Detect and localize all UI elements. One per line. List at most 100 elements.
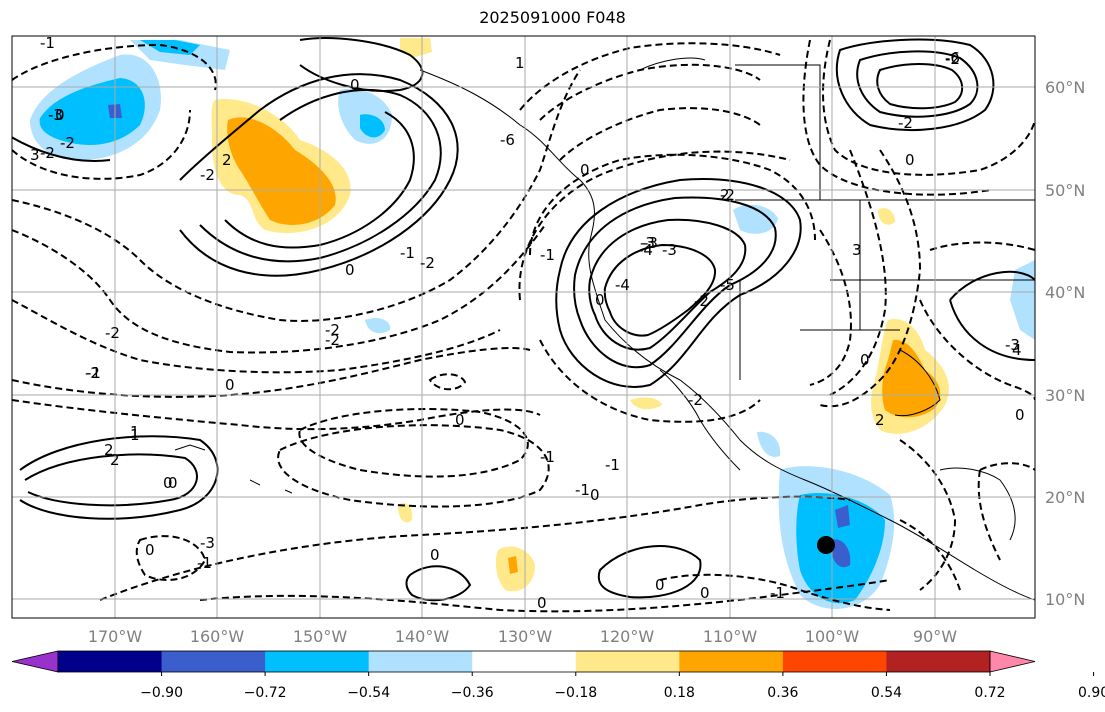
storm-center-marker — [817, 536, 835, 554]
longitude-labels: 170°W 160°W 150°W 140°W 130°W 120°W 110°… — [88, 627, 957, 646]
map-title: 2025091000 F048 — [479, 8, 626, 27]
contour-label: -2 — [898, 114, 913, 132]
negative-contours — [12, 39, 1035, 613]
lat-label: 10°N — [1045, 590, 1085, 609]
lon-label: 90°W — [913, 627, 957, 646]
contour-label: -4 — [638, 241, 653, 259]
contour-label: 0 — [430, 546, 440, 564]
colorbar-border — [57, 650, 991, 673]
contour-label: -1 — [540, 246, 555, 264]
contour-label: -2 — [325, 331, 340, 349]
shaded-anomaly-fields — [30, 38, 1035, 609]
colorbar-segment — [782, 651, 887, 672]
lon-label: 140°W — [395, 627, 450, 646]
contour-label: -2 — [40, 144, 55, 162]
contour-label: 1 — [130, 423, 140, 441]
contour-label: -2 — [60, 134, 75, 152]
lon-label: 120°W — [600, 627, 655, 646]
colorbar-segment — [161, 651, 266, 672]
colorbar-tick-label: 0.18 — [664, 685, 695, 701]
contour-label: -3 — [643, 234, 658, 252]
contour-label: 1 — [515, 54, 525, 72]
contour-label: 0 — [345, 261, 355, 279]
graticule — [12, 36, 1035, 618]
lon-label: 100°W — [805, 627, 860, 646]
contour-label: -5 — [720, 276, 735, 294]
contour-label: 0 — [225, 376, 235, 394]
colorbar-extension-min — [11, 650, 59, 673]
map-frame — [11, 35, 1036, 619]
lon-label: 130°W — [498, 627, 553, 646]
colorbar-segment — [58, 651, 163, 672]
colorbar-tick-label: −0.72 — [244, 685, 287, 701]
colorbar-tick-label: 0.36 — [767, 685, 798, 701]
contour-label: -1 — [770, 584, 785, 602]
contour-label: -4 — [615, 276, 630, 294]
contour-label: 3 — [30, 146, 40, 164]
contour-label: 0 — [55, 106, 65, 124]
contour-label: -2 — [694, 292, 709, 310]
latitude-labels: 60°N 50°N 40°N 30°N 20°N 10°N — [1045, 78, 1085, 609]
contour-label: 0 — [350, 76, 360, 94]
contour-label: -1 — [400, 244, 415, 262]
contour-label: -3 — [48, 106, 63, 124]
lat-label: 30°N — [1045, 386, 1085, 405]
contour-label: -3 — [662, 241, 677, 259]
contour-label: 0 — [537, 594, 547, 612]
lat-label: 40°N — [1045, 283, 1085, 302]
contour-label: -1 — [197, 554, 212, 572]
contour-label: 0 — [590, 486, 600, 504]
colorbar-segment — [368, 651, 473, 672]
contour-label: 1 — [130, 426, 140, 444]
contour-label: 2 — [222, 151, 232, 169]
colorbar-tick-label: −0.18 — [554, 685, 597, 701]
contour-label: -2 — [325, 321, 340, 339]
contour-label: -2 — [420, 254, 435, 272]
colorbar-segment — [265, 651, 370, 672]
contour-label: -3 — [200, 534, 215, 552]
lon-label: 170°W — [88, 627, 143, 646]
contour-label: 0 — [163, 474, 173, 492]
contour-label: 2 — [875, 411, 885, 429]
contour-label: -2 — [720, 186, 735, 204]
contour-label: 0 — [580, 161, 590, 179]
lon-label: 160°W — [190, 627, 245, 646]
contour-label: 0 — [455, 411, 465, 429]
contour-label: 2 — [110, 451, 120, 469]
contour-label: -3 — [1005, 336, 1020, 354]
contour-label: -1 — [605, 456, 620, 474]
colorbar-tick-label: 0.90 — [1078, 685, 1105, 701]
contour-label: 0 — [168, 474, 178, 492]
contour-label: -1 — [40, 34, 55, 52]
contour-label: 0 — [145, 541, 155, 559]
contour-label: -6 — [945, 49, 960, 67]
contour-label: 0 — [655, 576, 665, 594]
contour-label: -3 — [640, 234, 655, 252]
contour-label: 0 — [905, 151, 915, 169]
contour-label: -6 — [500, 131, 515, 149]
coastlines — [174, 57, 1035, 601]
lat-label: 50°N — [1045, 181, 1085, 200]
colorbar-tick-label: −0.90 — [140, 685, 183, 701]
colorbar-tick-label: 0.54 — [871, 685, 902, 701]
contour-label: -1 — [575, 481, 590, 499]
contour-label: -1 — [540, 448, 555, 466]
contour-label: 3 — [852, 241, 862, 259]
colorbar-tick-label: 0.72 — [974, 685, 1005, 701]
colorbar-segment — [472, 651, 577, 672]
contour-label: -1 — [86, 364, 101, 382]
positive-contours — [12, 37, 1035, 602]
colorbar-extension-max — [989, 650, 1036, 673]
contour-label: 2 — [720, 186, 730, 204]
colorbar-tick-label: −0.36 — [451, 685, 494, 701]
contour-label: -2 — [200, 166, 215, 184]
colorbar — [11, 650, 1036, 673]
contour-label: 2 — [104, 441, 114, 459]
lat-label: 60°N — [1045, 78, 1085, 97]
lat-label: 20°N — [1045, 488, 1085, 507]
colorbar-tick-label: −0.54 — [347, 685, 390, 701]
colorbar-segment — [679, 651, 784, 672]
colorbar-segment — [575, 651, 680, 672]
